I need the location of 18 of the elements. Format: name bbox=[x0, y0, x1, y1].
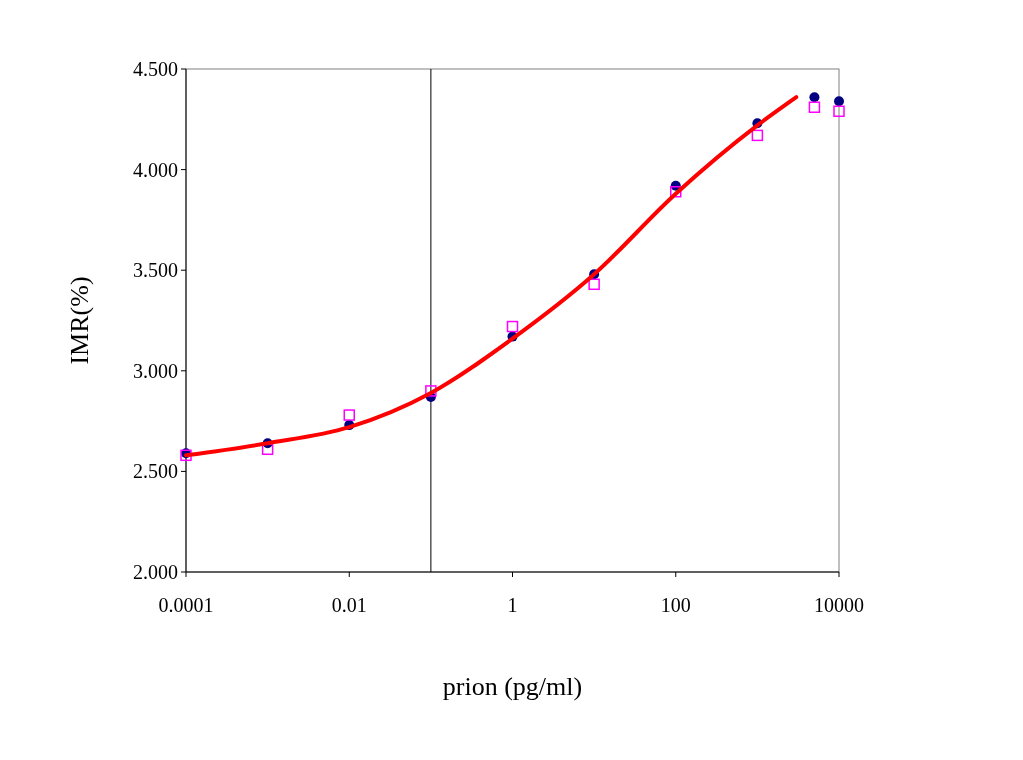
y-tick-label: 4.000 bbox=[133, 158, 178, 181]
x-tick-label: 0.0001 bbox=[158, 594, 214, 616]
x-tick-label: 10000 bbox=[814, 594, 864, 616]
y-tick-label: 3.500 bbox=[133, 259, 178, 282]
point bbox=[425, 385, 437, 397]
point bbox=[588, 278, 600, 291]
x-tick-label: 1 bbox=[507, 594, 518, 616]
point bbox=[343, 409, 355, 421]
y-tick-label: 2.500 bbox=[133, 460, 178, 483]
x-axis-title: prion (pg/ml) bbox=[442, 672, 583, 701]
point bbox=[506, 320, 519, 333]
x-tick-label: 100 bbox=[660, 594, 691, 616]
point bbox=[751, 129, 764, 142]
x-tick-label: 0.01 bbox=[331, 594, 367, 616]
y-tick-label: 2.000 bbox=[133, 561, 178, 583]
y-axis-title: IMR(%) bbox=[65, 276, 94, 365]
y-tick-label: 3.000 bbox=[133, 359, 178, 382]
y-tick-label: 4.500 bbox=[133, 58, 178, 80]
